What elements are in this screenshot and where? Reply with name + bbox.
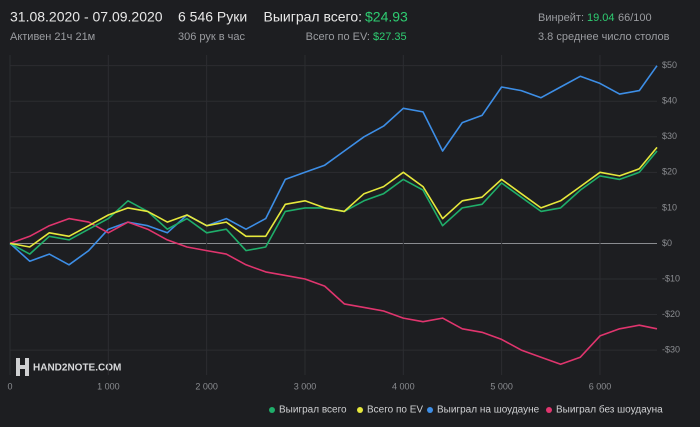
x-tick-label: 0 (7, 381, 12, 391)
hands-per-hour: 306 рук в час (178, 31, 246, 43)
legend-swatch (427, 407, 433, 413)
legend-label: Выиграл на шоудауне (437, 405, 540, 416)
legend-label: Выиграл без шоудауна (556, 404, 663, 416)
winrate-label: Винрейт: (538, 12, 584, 24)
legend-label: Выиграл всего (279, 405, 347, 416)
watermark: HAND2NOTE.COM (33, 363, 121, 374)
legend-swatch (357, 407, 363, 413)
x-tick-label: 4 000 (392, 381, 415, 391)
date-range: 31.08.2020 - 07.09.2020 (10, 9, 163, 25)
x-tick-label: 3 000 (294, 381, 317, 391)
legend-swatch (546, 407, 552, 413)
series-line (9, 65, 658, 266)
y-tick-label: $20 (662, 167, 677, 177)
winrate-value: 19.04 (587, 12, 615, 24)
y-tick-label: $10 (662, 202, 677, 212)
won-value: $24.93 (365, 9, 408, 25)
won-label: Выиграл всего: (264, 9, 363, 25)
y-tick-label: $40 (662, 96, 677, 106)
ev-label: Всего по EV: (306, 31, 370, 43)
y-tick-label: -$30 (662, 344, 680, 354)
x-tick-label: 2 000 (195, 381, 218, 391)
y-tick-label: $0 (662, 238, 672, 248)
y-tick-label: $30 (662, 131, 677, 141)
x-tick-label: 5 000 (490, 381, 513, 391)
legend-label: Всего по EV (367, 405, 423, 416)
y-tick-label: -$10 (662, 273, 680, 283)
series-line (9, 146, 658, 248)
active-time: Активен 21ч 21м (10, 31, 95, 43)
plot: -$30 -$20 -$10 $0 $10 $20 $30 $40 $50 0 1 000 2 000… (7, 55, 680, 391)
hands: 6 546 Руки (178, 9, 247, 25)
watermark-logo (16, 358, 29, 376)
x-tick-label: 6 000 (589, 381, 612, 391)
series-line (9, 217, 658, 366)
tables: 3.8 среднее число столов (538, 31, 670, 43)
y-tick-label: -$20 (662, 309, 680, 319)
legend-swatch (269, 407, 275, 413)
winrate-unit: 66/100 (618, 12, 652, 24)
ev-value: $27.35 (373, 31, 407, 43)
y-tick-label: $50 (662, 60, 677, 70)
x-tick-label: 1 000 (97, 381, 120, 391)
